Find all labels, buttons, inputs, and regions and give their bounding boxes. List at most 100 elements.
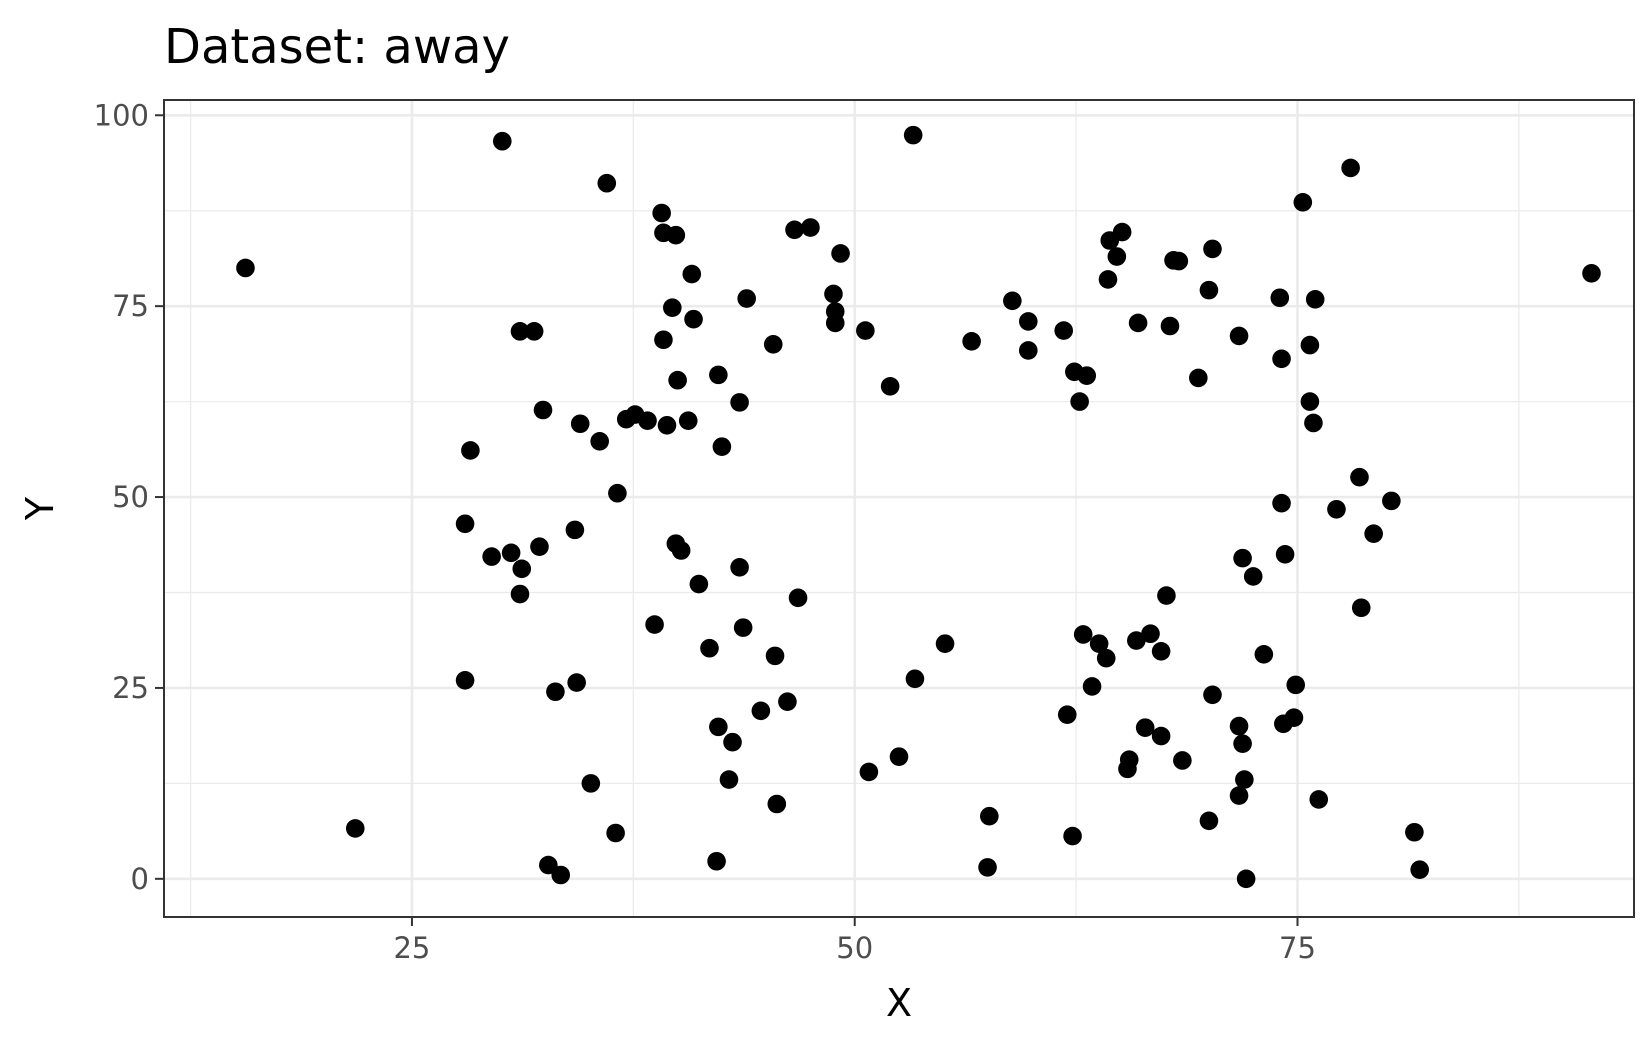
data-point [1229, 786, 1249, 805]
data-point [1233, 734, 1252, 753]
data-point [455, 514, 475, 534]
data-point [530, 537, 549, 556]
data-point [880, 377, 900, 396]
data-point [978, 858, 997, 877]
data-point [1272, 349, 1291, 369]
data-point [707, 851, 726, 871]
data-point [856, 321, 875, 340]
data-point [512, 559, 532, 579]
data-point [730, 393, 749, 412]
data-point [980, 806, 999, 826]
data-point [962, 331, 981, 351]
data-point [1151, 641, 1171, 661]
data-point [825, 313, 845, 333]
data-point [730, 557, 749, 577]
data-point [1173, 751, 1192, 770]
data-point [767, 794, 787, 814]
data-point [1077, 366, 1097, 385]
data-point [1293, 193, 1313, 212]
data-point [539, 855, 558, 875]
data-point [533, 400, 553, 420]
data-point [751, 701, 771, 721]
data-point [565, 520, 585, 540]
data-point [510, 584, 530, 604]
data-point [501, 543, 521, 563]
data-point [801, 218, 820, 237]
data-point [684, 309, 703, 329]
data-point [1141, 624, 1160, 644]
data-point [778, 692, 797, 711]
data-point [1286, 675, 1306, 695]
data-point [666, 225, 686, 245]
data-point [1405, 822, 1424, 842]
data-point [597, 173, 617, 193]
x-tick-label: 75 [1279, 931, 1316, 965]
data-point [712, 437, 732, 456]
data-point [1128, 313, 1148, 333]
data-point [788, 588, 808, 608]
data-point [1119, 750, 1139, 770]
data-points [236, 125, 1601, 889]
data-point [1073, 625, 1093, 644]
data-point [1203, 239, 1222, 259]
data-point [570, 414, 590, 434]
data-point [657, 415, 677, 435]
data-point [1229, 716, 1249, 736]
y-axis-title: Y [18, 496, 62, 521]
x-tick-label: 50 [836, 931, 873, 965]
data-point [889, 747, 909, 766]
y-tick-label: 25 [112, 671, 149, 705]
data-point [455, 670, 475, 690]
data-point [824, 284, 843, 304]
data-point [1350, 467, 1369, 487]
data-point [345, 819, 365, 838]
data-point [551, 865, 571, 885]
data-point [1233, 548, 1252, 568]
data-point [1018, 312, 1038, 331]
data-point [492, 131, 512, 151]
data-point [689, 574, 709, 594]
y-tick-label: 75 [112, 289, 149, 323]
data-point [1003, 291, 1022, 311]
data-point [1305, 289, 1325, 309]
data-point [510, 322, 530, 341]
data-point [1327, 499, 1346, 519]
data-point [671, 541, 691, 560]
data-point [638, 411, 657, 430]
data-point [652, 203, 671, 223]
data-point [1160, 316, 1180, 336]
data-point [719, 770, 739, 789]
data-point [1254, 645, 1274, 664]
data-point [1351, 598, 1371, 618]
data-point [1157, 586, 1176, 605]
data-point [765, 646, 785, 666]
data-point [905, 669, 925, 689]
data-point [1189, 368, 1208, 388]
data-point [1582, 264, 1601, 283]
data-point [737, 289, 756, 308]
data-point [700, 638, 719, 658]
data-point [663, 298, 682, 317]
chart-title: Dataset: away [164, 19, 510, 75]
data-point [682, 264, 702, 284]
data-point [1127, 631, 1146, 650]
data-point [1018, 341, 1038, 360]
data-point [763, 335, 783, 354]
data-point [1203, 685, 1222, 705]
data-point [1089, 634, 1109, 653]
data-point [733, 618, 753, 637]
data-point [1057, 705, 1077, 724]
data-point [1169, 251, 1189, 271]
data-point [723, 732, 742, 752]
data-point [1098, 270, 1118, 289]
data-point [831, 244, 850, 263]
data-point [654, 330, 673, 350]
data-point [1236, 869, 1256, 889]
x-tick-label: 25 [393, 931, 430, 965]
data-point [1304, 413, 1323, 433]
data-point [461, 441, 480, 460]
data-point [1382, 491, 1401, 511]
data-point [1284, 708, 1304, 728]
axis-ticks: 25 50 75 0 25 50 75 100 [94, 98, 1316, 965]
